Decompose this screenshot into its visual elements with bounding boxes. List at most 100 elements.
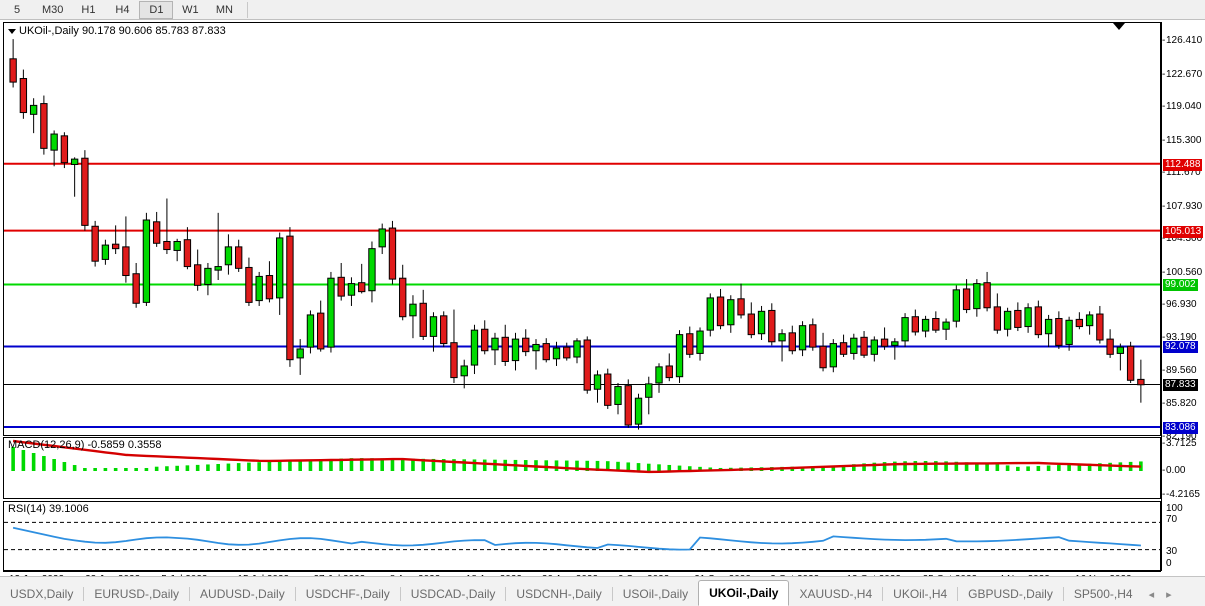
collapse-triangle-icon[interactable] — [8, 28, 16, 34]
candle — [993, 306, 1002, 331]
candle — [962, 288, 971, 311]
macd-histogram-bar — [441, 459, 446, 471]
timeframe-button-m30[interactable]: M30 — [42, 3, 64, 16]
candle — [583, 339, 591, 391]
timeframe-button-mn[interactable]: MN — [215, 3, 233, 16]
chart-tab-ukoil--h4[interactable]: UKOil-,H4 — [893, 587, 948, 601]
candlestick-plot[interactable] — [4, 23, 1160, 435]
price-tag-support[interactable]: 99.002 — [1163, 279, 1198, 292]
timeframe-button-h4[interactable]: H4 — [115, 3, 130, 16]
price-axis[interactable]: -126.410 -122.670 -119.040 -115.300 -111.670… — [1161, 22, 1204, 571]
tab-separator — [505, 587, 507, 601]
price-tick-label: 100.560 — [1166, 266, 1203, 278]
timeframe-button-5[interactable]: 5 — [13, 3, 21, 16]
chart-tab-audusd--daily[interactable]: AUDUSD-,Daily — [200, 587, 285, 601]
macd-histogram-bar — [811, 466, 815, 471]
chart-tab-eurusd--daily[interactable]: EURUSD-,Daily — [94, 587, 180, 601]
macd-histogram-bar — [1108, 462, 1112, 471]
macd-histogram-bar — [1036, 465, 1041, 471]
chart-marker-arrow-icon — [1113, 23, 1126, 30]
candle — [142, 219, 151, 303]
price-tag-current[interactable]: 87.833 — [1163, 379, 1198, 392]
price-tick-label: 96.930 — [1166, 299, 1197, 310]
candle — [563, 346, 571, 359]
macd-histogram-bar — [411, 458, 415, 471]
price-tag-resistance[interactable]: 112.488 — [1163, 158, 1203, 171]
chart-tab-gbpusd--daily[interactable]: GBPUSD-,Daily — [968, 587, 1053, 601]
candle — [604, 373, 612, 406]
macd-histogram-bar — [616, 461, 620, 471]
candle — [9, 58, 17, 83]
timeframe-button-w1[interactable]: W1 — [182, 3, 199, 16]
candle — [460, 365, 468, 377]
macd-histogram-bar — [83, 468, 87, 471]
candle — [655, 366, 663, 384]
price-tick: -82.190 — [1162, 431, 1197, 442]
candle — [132, 273, 140, 304]
tab-scroll-next-icon[interactable]: ▸ — [1166, 588, 1172, 601]
tab-scroll-prev-icon[interactable]: ◂ — [1148, 588, 1155, 601]
chart-tab-sp500--h4[interactable]: SP500-,H4 — [1073, 587, 1133, 601]
chart-area[interactable]: UKOil-,Daily 90.178 90.606 85.783 87.833… — [0, 20, 1205, 585]
candle — [470, 329, 479, 366]
macd-histogram-bar — [165, 466, 169, 471]
rsi-scale-0: 0 — [1166, 558, 1172, 569]
price-tag-support[interactable]: 92.078 — [1163, 341, 1198, 354]
chart-tab-usoil--daily[interactable]: USOil-,Daily — [622, 587, 689, 601]
candle — [234, 246, 243, 269]
timeframe-toolbar[interactable]: 5 M30 H1 H4 D1 W1 MN — [0, 0, 1205, 20]
price-tag-resistance[interactable]: 105.013 — [1163, 225, 1204, 238]
timeframe-button-d1[interactable]: D1 — [139, 0, 174, 19]
candle — [788, 332, 796, 352]
chart-tab-usdcad--daily[interactable]: USDCAD-,Daily — [410, 587, 496, 601]
macd-histogram-bar — [206, 464, 210, 471]
price-tick: -126.410 — [1162, 35, 1203, 47]
macd-histogram-bar — [687, 466, 692, 471]
chart-tab-usdcnh--daily[interactable]: USDCNH-,Daily — [516, 587, 602, 601]
macd-histogram-bar — [103, 468, 108, 471]
macd-histogram-bar — [462, 459, 467, 471]
rsi-panel[interactable] — [3, 501, 1161, 571]
macd-histogram-bar — [349, 458, 354, 471]
candle — [1126, 345, 1135, 381]
candle — [891, 341, 899, 346]
macd-histogram-bar — [667, 464, 672, 471]
macd-histogram-bar — [841, 465, 846, 471]
chart-tab-usdx-daily[interactable]: USDX,Daily — [10, 587, 74, 601]
macd-histogram-bar — [11, 447, 15, 471]
macd-histogram-bar — [585, 460, 590, 471]
candle — [532, 343, 540, 352]
macd-histogram-bar — [872, 462, 877, 471]
price-tick: -85.820 — [1162, 398, 1197, 410]
macd-panel[interactable] — [3, 437, 1161, 499]
macd-histogram-bar — [52, 459, 56, 471]
chart-tab-xauusd--h4[interactable]: XAUUSD-,H4 — [799, 587, 873, 601]
chart-tab-bar[interactable]: USDX,Daily EURUSD-,Daily AUDUSD-,Daily USDC… — [0, 576, 1205, 606]
chart-tab-usdchf--daily[interactable]: USDCHF-,Daily — [305, 587, 390, 601]
macd-histogram-bar — [359, 458, 364, 471]
tab-separator — [611, 587, 613, 601]
rsi-line — [12, 526, 1141, 551]
candle — [593, 374, 602, 390]
chart-tab-ukoil--daily[interactable]: UKOil-,Daily — [698, 580, 790, 606]
tab-separator — [83, 587, 85, 601]
price-tick-label: 85.820 — [1166, 398, 1197, 410]
price-chart-panel[interactable] — [3, 22, 1161, 436]
macd-histogram-bar — [1067, 464, 1071, 471]
timeframe-button-h1[interactable]: H1 — [81, 3, 96, 16]
macd-histogram-bar — [144, 468, 149, 471]
macd-histogram-bar — [852, 464, 856, 471]
tab-separator — [882, 587, 884, 601]
price-tick: -107.930 — [1162, 200, 1203, 212]
candle — [347, 283, 356, 296]
candlestick-series — [4, 39, 1160, 430]
candle — [932, 318, 940, 331]
candle — [1044, 318, 1053, 335]
candle — [942, 321, 950, 330]
macd-histogram-bar — [298, 460, 302, 471]
macd-histogram-bar — [42, 456, 46, 471]
candle — [163, 240, 171, 251]
macd-histogram-bar — [431, 458, 436, 471]
macd-histogram-bar — [944, 461, 948, 471]
price-tag-support[interactable]: 83.086 — [1163, 421, 1198, 434]
